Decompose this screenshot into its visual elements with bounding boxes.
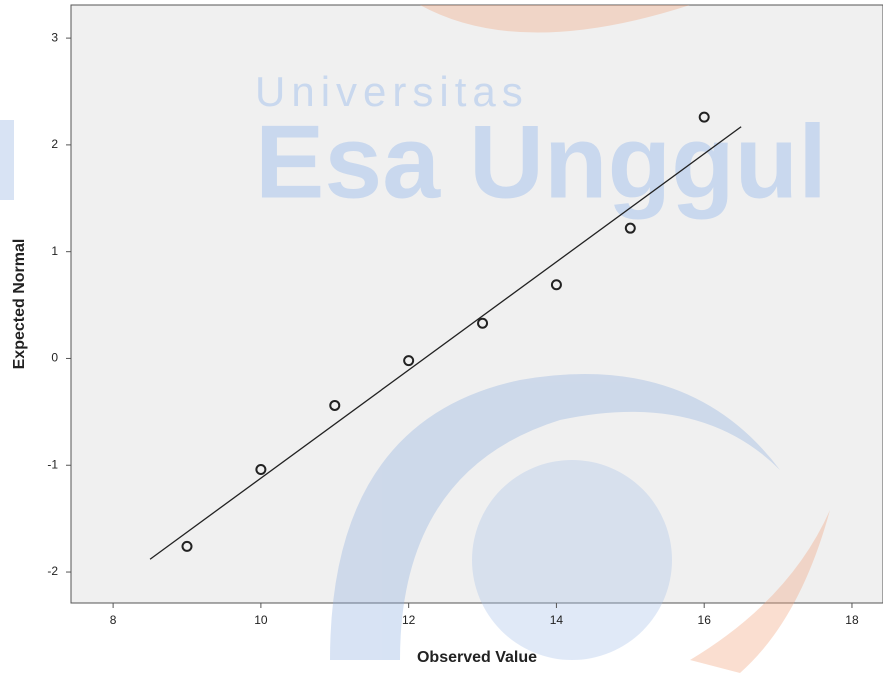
watermark-arc [420,5,690,33]
y-tick-label: 3 [51,30,58,44]
watermark-arc [330,374,780,660]
point [255,464,267,476]
y-tick-label: -2 [47,564,58,578]
x-tick-label: 10 [254,613,268,627]
point [181,540,193,552]
x-axis-label: Observed Value [417,649,537,666]
point [329,399,341,411]
point [624,222,636,234]
x-tick-label: 16 [698,613,712,627]
y-tick-label: 1 [51,244,58,258]
watermark-text: Universitas [255,68,529,115]
plot-area [70,4,883,604]
y-tick-label: -1 [47,457,58,471]
watermark-bar [0,120,14,200]
x-tick-label: 12 [402,613,416,627]
watermark-shapes [0,5,830,673]
point [403,355,415,367]
x-tick-label: 18 [845,613,859,627]
point [477,317,489,329]
y-tick-label: 2 [51,137,58,151]
reference-line [149,126,742,560]
point [550,279,562,291]
watermark-text: Esa Unggul [255,104,827,220]
x-tick-label: 14 [550,613,564,627]
y-tick-label: 0 [51,351,58,365]
watermark-circle [472,460,672,660]
y-axis-label: Expected Normal [11,239,28,370]
watermark-arc [690,510,830,673]
point [698,111,710,123]
x-tick-label: 8 [110,613,117,627]
